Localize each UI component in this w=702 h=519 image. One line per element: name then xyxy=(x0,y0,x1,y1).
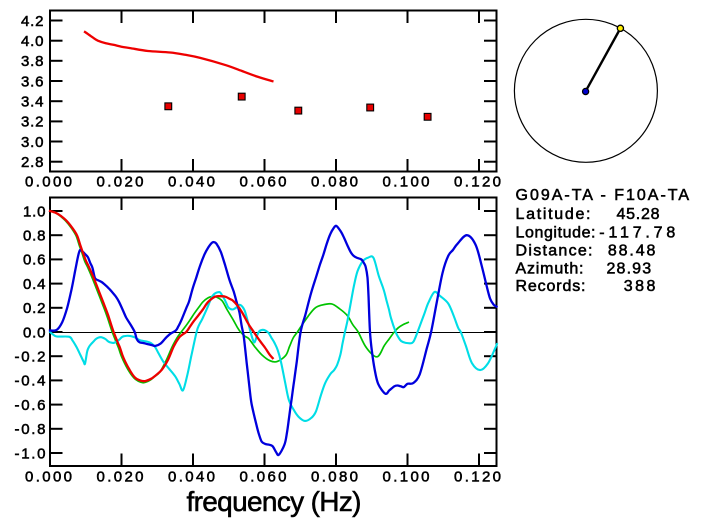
svg-text:3.4: 3.4 xyxy=(21,94,44,111)
svg-text:0.6: 0.6 xyxy=(23,252,46,269)
svg-text:G09A-TA - F10A-TA: G09A-TA - F10A-TA xyxy=(516,187,690,204)
svg-text:0.000: 0.000 xyxy=(25,469,72,486)
svg-text:-0.8: -0.8 xyxy=(15,421,46,438)
svg-text:0.120: 0.120 xyxy=(454,469,501,486)
svg-text:0.0: 0.0 xyxy=(23,324,46,341)
svg-text:0.8: 0.8 xyxy=(23,228,46,245)
svg-text:4.2: 4.2 xyxy=(21,13,44,30)
svg-text:-0.2: -0.2 xyxy=(15,349,46,366)
svg-text:Longitude:: Longitude: xyxy=(516,225,596,242)
svg-text:88.48: 88.48 xyxy=(608,242,656,259)
svg-text:Records:: Records: xyxy=(516,278,586,295)
svg-text:1.0: 1.0 xyxy=(23,203,46,220)
svg-text:-0.6: -0.6 xyxy=(15,397,46,414)
svg-text:3.6: 3.6 xyxy=(21,73,44,90)
svg-text:-1.0: -1.0 xyxy=(15,445,46,462)
svg-text:0.020: 0.020 xyxy=(97,174,144,191)
svg-text:28.93: 28.93 xyxy=(607,261,652,278)
svg-text:0.040: 0.040 xyxy=(168,469,215,486)
svg-text:45.28: 45.28 xyxy=(617,206,660,223)
svg-text:0.060: 0.060 xyxy=(240,469,287,486)
svg-text:388: 388 xyxy=(624,278,656,295)
svg-text:4.0: 4.0 xyxy=(21,33,44,50)
svg-text:frequency (Hz): frequency (Hz) xyxy=(187,486,362,517)
svg-text:0.100: 0.100 xyxy=(383,174,430,191)
svg-text:0.020: 0.020 xyxy=(97,469,144,486)
svg-text:-0.4: -0.4 xyxy=(15,373,46,390)
svg-text:0.080: 0.080 xyxy=(311,469,358,486)
svg-text:0.4: 0.4 xyxy=(23,276,46,293)
svg-text:0.100: 0.100 xyxy=(383,469,430,486)
svg-text:0.040: 0.040 xyxy=(168,174,215,191)
svg-text:Azimuth:: Azimuth: xyxy=(516,261,584,278)
svg-text:Latitude:: Latitude: xyxy=(516,206,591,223)
svg-text:0.120: 0.120 xyxy=(454,174,501,191)
svg-text:2.8: 2.8 xyxy=(21,154,44,171)
svg-text:-117.78: -117.78 xyxy=(599,225,675,242)
svg-text:3.2: 3.2 xyxy=(21,114,44,131)
svg-text:0.000: 0.000 xyxy=(25,174,72,191)
svg-text:0.2: 0.2 xyxy=(23,300,46,317)
svg-text:0.080: 0.080 xyxy=(311,174,358,191)
svg-text:Distance:: Distance: xyxy=(516,242,593,259)
svg-text:3.8: 3.8 xyxy=(21,53,44,70)
svg-text:3.0: 3.0 xyxy=(21,134,44,151)
svg-text:0.060: 0.060 xyxy=(240,174,287,191)
